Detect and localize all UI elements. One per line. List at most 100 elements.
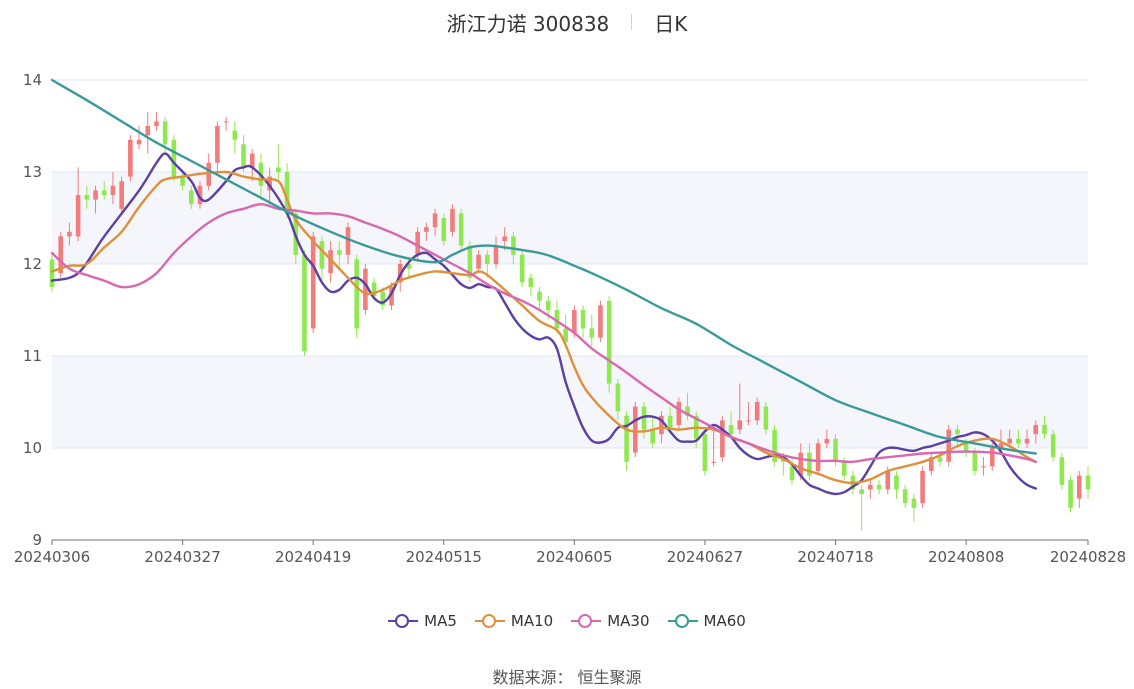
- candle-body: [145, 126, 151, 136]
- legend-item-ma5[interactable]: MA5: [388, 612, 457, 630]
- candle-body: [876, 484, 882, 490]
- candle-body: [84, 195, 90, 200]
- candle-body: [641, 406, 647, 430]
- candle-body: [467, 245, 473, 278]
- candle-body: [798, 452, 804, 476]
- candle-body: [119, 181, 124, 209]
- candle-body: [937, 457, 943, 462]
- candle-body: [363, 268, 368, 310]
- candle-body: [885, 471, 891, 490]
- candle-body: [389, 287, 394, 306]
- legend-label: MA10: [510, 612, 554, 630]
- candle-body: [711, 461, 716, 463]
- legend-label: MA30: [607, 612, 650, 630]
- candle-body: [136, 139, 142, 145]
- candle-body: [110, 185, 116, 195]
- candle-body: [1059, 457, 1065, 485]
- ma-line-ma5: [50, 152, 1037, 496]
- candle-body: [989, 448, 995, 467]
- legend-marker-icon: [474, 614, 505, 628]
- candle-body: [484, 254, 490, 264]
- grid-band: [52, 172, 1088, 264]
- candle-body: [807, 452, 812, 476]
- candle-body: [49, 259, 55, 287]
- candle-body: [554, 310, 560, 329]
- candle-body: [354, 259, 360, 329]
- candle-body: [685, 406, 690, 416]
- candle-body: [171, 139, 177, 177]
- candle-body: [598, 305, 603, 338]
- candle-body: [424, 227, 429, 232]
- ma-line-ma10: [50, 170, 1037, 485]
- candle-body: [450, 208, 455, 232]
- candle-body: [232, 130, 238, 140]
- y-tick-label: 10: [23, 439, 42, 457]
- candle-body: [911, 498, 917, 508]
- candle-body: [476, 254, 481, 269]
- candle-body: [746, 420, 751, 422]
- candle-body: [101, 190, 107, 195]
- candle-body: [659, 415, 664, 435]
- candle-body: [276, 167, 281, 172]
- y-tick-label: 11: [23, 347, 42, 365]
- candle-body: [972, 452, 978, 471]
- chart-header: 浙江力诺 300838 日K: [0, 8, 1134, 36]
- ma-line-ma30: [50, 203, 1037, 464]
- candle-body: [1068, 480, 1073, 508]
- candle-body: [624, 415, 629, 462]
- candle-body: [502, 236, 508, 241]
- candle-body: [963, 443, 969, 453]
- candle-body: [572, 310, 577, 333]
- candle-body: [676, 402, 682, 425]
- candle-body: [833, 438, 838, 462]
- x-tick-label: 20240515: [406, 548, 482, 566]
- x-tick-label: 20240419: [275, 548, 351, 566]
- candle-body: [606, 300, 612, 384]
- candle-body: [511, 236, 516, 255]
- candle-body: [328, 250, 333, 274]
- chart-title: 浙江力诺 300838: [446, 11, 610, 36]
- candle-body: [589, 328, 595, 338]
- candle-body: [580, 310, 586, 329]
- candle-body: [728, 425, 734, 435]
- candle-body: [537, 291, 542, 301]
- candle-body: [188, 190, 194, 205]
- legend-item-ma10[interactable]: MA10: [474, 612, 554, 630]
- legend-item-ma30[interactable]: MA30: [571, 612, 650, 630]
- candlestick-chart: 9 10 11 12 13 14 20240306 20240327 20240419 20240…: [14, 71, 1126, 566]
- chart-legend: MA5 MA10 MA30 MA60: [0, 612, 1134, 630]
- legend-marker-icon: [571, 614, 602, 628]
- y-tick-label: 14: [23, 71, 42, 89]
- candle-body: [67, 231, 72, 237]
- candle-body: [615, 383, 621, 412]
- candle-body: [981, 466, 986, 468]
- y-tick-label: 13: [23, 163, 42, 181]
- candle-body: [563, 328, 568, 343]
- candle-body: [824, 438, 830, 444]
- candle-body: [223, 121, 229, 123]
- candle-body: [215, 126, 220, 163]
- candle-body: [841, 461, 847, 476]
- candle-body: [720, 420, 725, 458]
- candle-body: [345, 227, 351, 255]
- x-tick-label: 20240718: [797, 548, 873, 566]
- candle-body: [93, 190, 98, 200]
- candle-body: [1042, 425, 1047, 435]
- candle-body: [180, 176, 185, 186]
- x-tick-label: 20240808: [928, 548, 1004, 566]
- candle-body: [154, 121, 159, 126]
- candle-body: [955, 429, 960, 435]
- title-divider: [631, 14, 633, 30]
- candle-body: [519, 254, 525, 283]
- period-label: 日K: [654, 11, 688, 36]
- candle-body: [1076, 475, 1082, 499]
- candle-body: [267, 176, 272, 191]
- x-tick-label: 20240605: [536, 548, 612, 566]
- candle-body: [406, 264, 412, 269]
- source-value: 恒生聚源: [577, 668, 642, 687]
- legend-label: MA5: [424, 612, 457, 630]
- legend-item-ma60[interactable]: MA60: [667, 612, 746, 630]
- candle-body: [545, 300, 551, 310]
- candle-body: [667, 415, 673, 430]
- candle-body: [493, 245, 499, 264]
